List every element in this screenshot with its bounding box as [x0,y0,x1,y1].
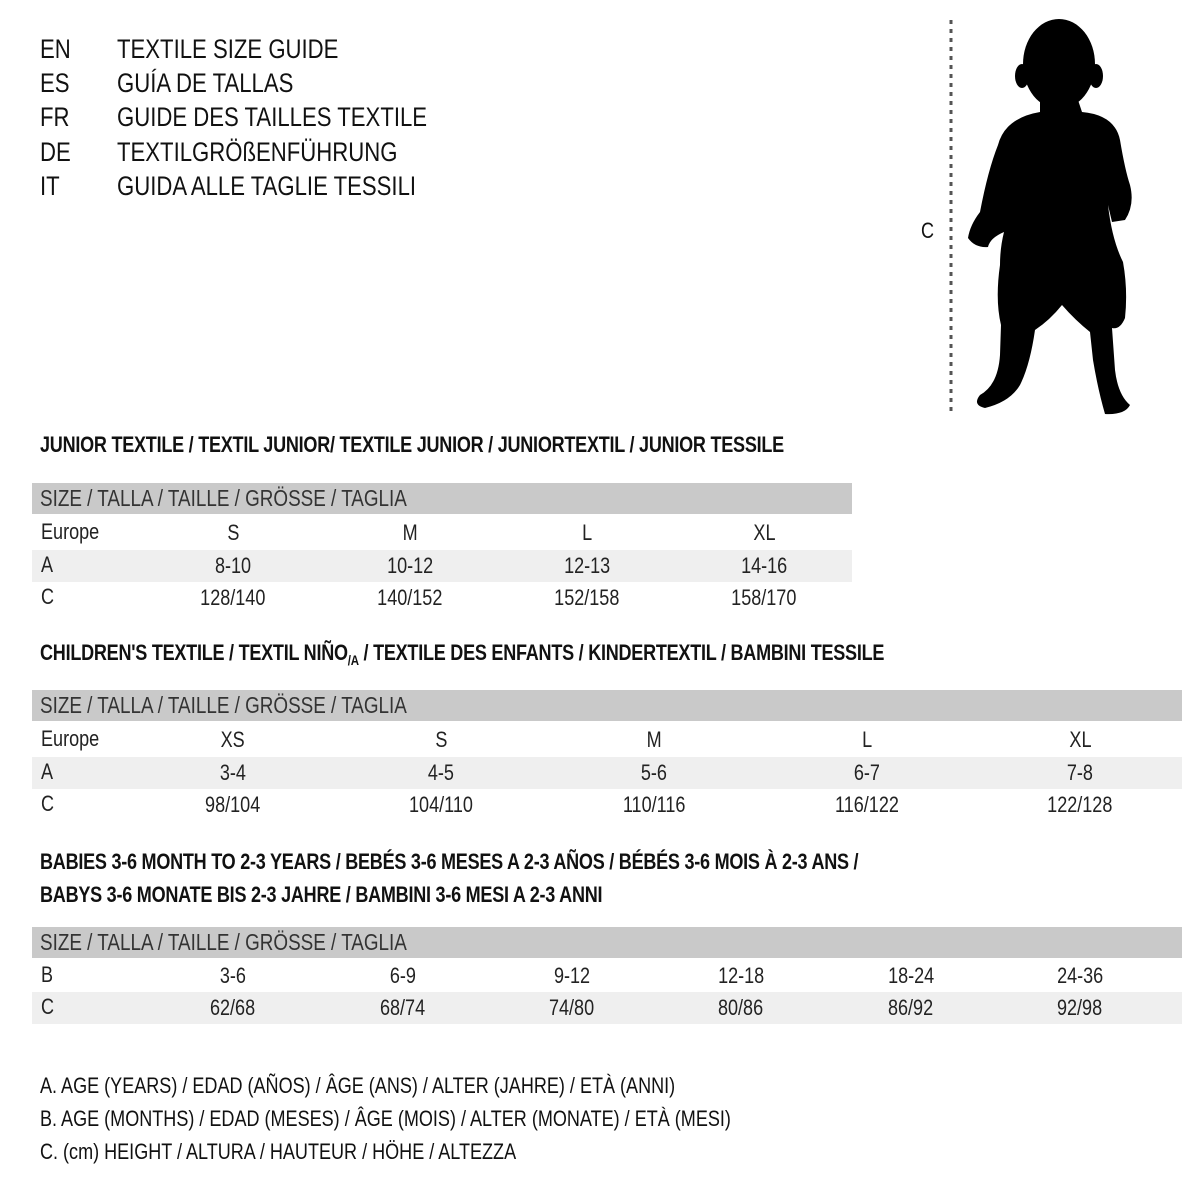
table-header: SIZE / TALLA / TAILLE / GRÖSSE / TAGLIA [32,483,852,514]
table-header: SIZE / TALLA / TAILLE / GRÖSSE / TAGLIA [32,927,1182,958]
lang-title: TEXTILE SIZE GUIDE [117,34,339,64]
legend-b: B. AGE (MONTHS) / EDAD (MESES) / ÂGE (MO… [40,1106,731,1131]
legend-a: A. AGE (YEARS) / EDAD (AÑOS) / ÂGE (ANS)… [40,1073,676,1098]
babies-section-title-line1: BABIES 3-6 MONTH TO 2-3 YEARS / BEBÉS 3-… [40,849,859,874]
children-section-title: CHILDREN'S TEXTILE / TEXTIL NIÑO/A / TEX… [40,640,885,668]
lang-title: TEXTILGRÖßENFÜHRUNG [117,137,398,167]
table-row: A 3-4 4-5 5-6 6-7 7-8 [32,757,1182,789]
table-row: B 3-6 6-9 9-12 12-18 18-24 24-36 [41,962,1104,988]
table-row: C 62/68 68/74 74/80 80/86 86/92 92/98 [32,992,1182,1024]
lang-code: DE [40,137,71,167]
table-header: SIZE / TALLA / TAILLE / GRÖSSE / TAGLIA [32,690,1182,721]
table-row: C 128/140 140/152 152/158 158/170 [41,584,797,610]
lang-code: EN [40,34,71,64]
babies-size-table: SIZE / TALLA / TAILLE / GRÖSSE / TAGLIA … [32,927,1182,1025]
table-row: A 8-10 10-12 12-13 14-16 [32,550,852,582]
lang-code: ES [40,68,70,98]
lang-title: GUIDE DES TAILLES TEXTILE [117,102,428,132]
height-label: C [921,218,935,243]
lang-title: GUÍA DE TALLAS [117,68,294,98]
lang-title: GUIDA ALLE TAGLIE TESSILI [117,171,417,201]
table-row: Europe XS S M L XL [41,726,1092,752]
lang-code: IT [40,171,60,201]
babies-section-title-line2: BABYS 3-6 MONATE BIS 2-3 JAHRE / BAMBINI… [40,882,603,907]
junior-section-title: JUNIOR TEXTILE / TEXTIL JUNIOR/ TEXTILE … [40,432,784,457]
children-size-table: SIZE / TALLA / TAILLE / GRÖSSE / TAGLIA … [32,690,1182,820]
table-row: C 98/104 104/110 110/116 116/122 122/128 [41,791,1113,817]
junior-size-table: SIZE / TALLA / TAILLE / GRÖSSE / TAGLIA … [32,483,852,613]
lang-code: FR [40,102,70,132]
table-row: Europe S M L XL [41,519,776,545]
child-silhouette-icon [949,19,1132,415]
legend-c: C. (cm) HEIGHT / ALTURA / HAUTEUR / HÖHE… [40,1139,517,1164]
